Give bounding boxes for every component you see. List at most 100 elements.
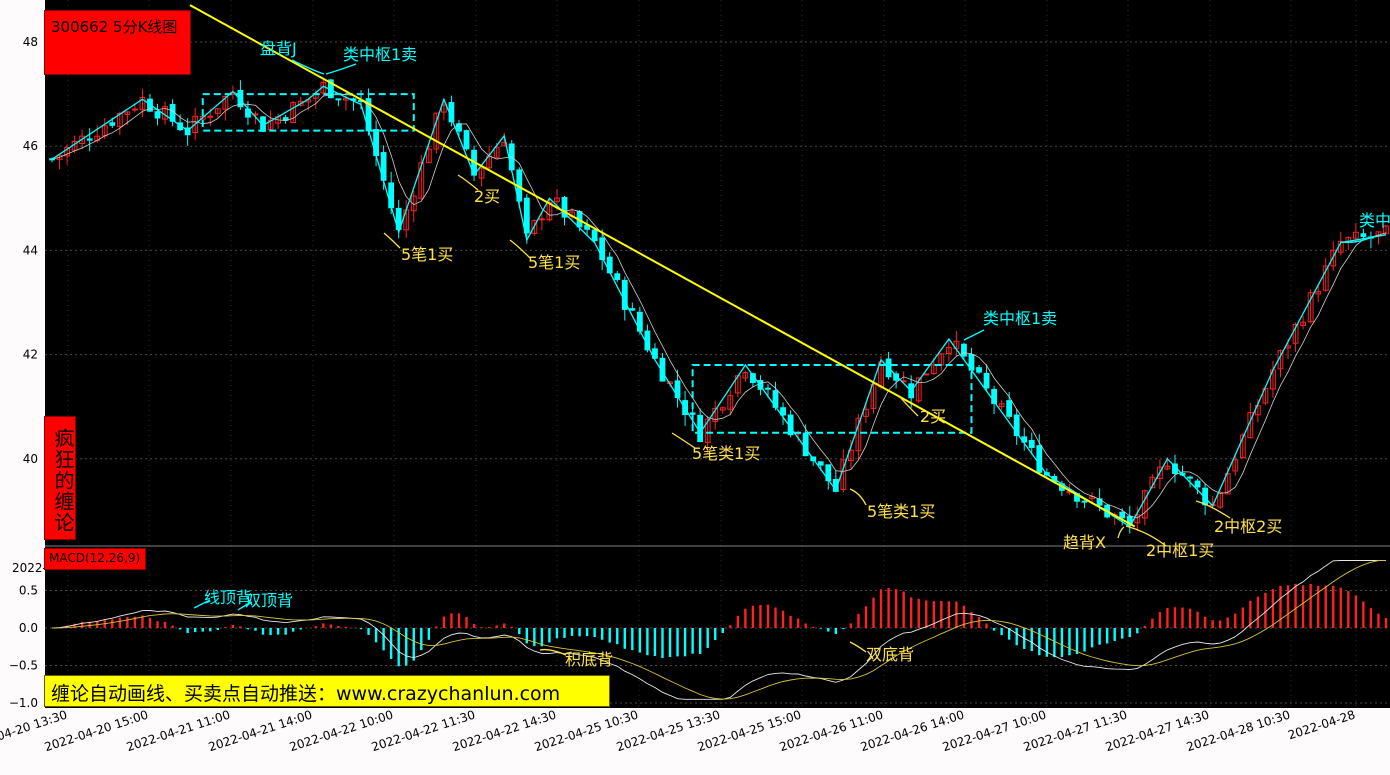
annotation-arrow [1117, 526, 1125, 539]
candle-body [343, 97, 349, 101]
annotation-arrow [509, 239, 531, 259]
candle-body [154, 111, 161, 119]
candle-body [591, 229, 598, 242]
candle-body [674, 380, 681, 399]
candle-body [945, 347, 952, 354]
candle-body [1036, 445, 1043, 473]
candle-body [1096, 498, 1103, 506]
price-tick-label: 46 [23, 139, 38, 153]
pivot-box [201, 93, 415, 132]
candle-body [132, 108, 138, 111]
price-tick-label: 40 [23, 452, 38, 466]
candle-body [1164, 465, 1171, 470]
candle-body [832, 478, 839, 492]
candle-body [704, 418, 711, 443]
chart-title: 300662 5分K线图 [44, 10, 191, 75]
macd-tick-label: −1.0 [9, 696, 38, 710]
candle-body [214, 108, 221, 114]
annotation-arrow [849, 488, 867, 506]
candle-body [1134, 514, 1141, 524]
candle-body [109, 122, 116, 126]
candle-body [652, 348, 658, 359]
candle-body [139, 96, 146, 111]
ann-5bi-buy-a: 5笔1买 [401, 245, 453, 264]
candle-body [207, 115, 214, 118]
candle-body [1330, 249, 1337, 267]
macd-dif-line [51, 560, 1386, 700]
candle-body [644, 330, 651, 351]
candle-body [998, 403, 1005, 408]
ann-5bi-buy-b: 5笔1买 [528, 253, 580, 272]
candle-body [523, 197, 530, 234]
macd-ann-accum-bottom: 积底背 [565, 650, 613, 669]
annotation-arrow [325, 63, 357, 75]
candle-body [86, 138, 93, 141]
candle-body [697, 414, 704, 443]
candle-body [531, 220, 538, 234]
annotation-arrow [1339, 237, 1371, 244]
candle-body [290, 102, 297, 124]
annotation-arrow [849, 641, 867, 653]
candle-body [742, 372, 749, 379]
candle-body [1239, 434, 1246, 459]
annotation-arrow [671, 432, 696, 449]
candle-body [915, 377, 922, 402]
annotation-arrow [237, 601, 253, 611]
candle-body [64, 147, 70, 157]
candle-body [79, 135, 86, 145]
annotation-arrow [1125, 525, 1167, 547]
candle-body [1028, 440, 1035, 448]
annotation-arrow [963, 329, 985, 341]
candle-body [1360, 233, 1367, 237]
candle-body [184, 127, 191, 136]
stray-tick-label: 2022- [12, 561, 47, 575]
candle-body [538, 218, 545, 221]
candle-body [297, 100, 304, 106]
candle-body [199, 116, 206, 120]
candle-body [395, 207, 402, 230]
ann-panbei: 盘背J [260, 39, 297, 58]
candle-body [335, 98, 342, 101]
candle-body [1081, 500, 1088, 503]
price-tick-label: 42 [23, 348, 38, 362]
candle-body [802, 432, 809, 457]
candle-body [1232, 459, 1239, 472]
candle-body [923, 373, 930, 376]
candle-body [659, 357, 666, 382]
brand-vertical-label: 疯狂的缠论 [44, 416, 76, 540]
candle-body [1300, 321, 1306, 326]
candle-body [433, 112, 440, 150]
annotation-arrow [291, 59, 325, 75]
annotation-arrow [193, 599, 211, 609]
ann-2pivot-buy1: 2中枢1买 [1146, 541, 1214, 560]
ann-buy2-b: 2买 [920, 407, 946, 426]
price-tick-label: 44 [23, 243, 38, 257]
candle-body [1194, 480, 1201, 488]
ann-buy2-a: 2买 [474, 187, 500, 206]
candle-body [976, 367, 982, 373]
macd-dea-line [51, 560, 1386, 700]
bi-polyline [51, 85, 1387, 528]
candle-body [614, 273, 621, 280]
trendline-segment [189, 4, 1136, 528]
candle-body [418, 162, 425, 199]
candle-body [554, 197, 560, 203]
candle-body [478, 167, 485, 179]
candle-body [1119, 511, 1126, 519]
macd-indicator-label: MACD(12,26,9) [44, 548, 146, 570]
candle-body [780, 407, 786, 416]
candle-body [116, 112, 123, 127]
candle-body [425, 148, 432, 164]
candle-body [456, 123, 462, 132]
candle-body [388, 182, 395, 209]
macd-ann-double-top: 双顶背 [245, 591, 293, 610]
candle-body [863, 408, 869, 417]
pivot-boxes [201, 93, 973, 434]
macd-tick-label: 0.5 [19, 584, 38, 598]
candle-body [629, 308, 636, 311]
candle-body [493, 146, 500, 159]
candle-body [222, 95, 229, 110]
ann-5bi-classbuy-b: 5笔类1买 [867, 502, 935, 521]
candle-body [817, 461, 824, 466]
